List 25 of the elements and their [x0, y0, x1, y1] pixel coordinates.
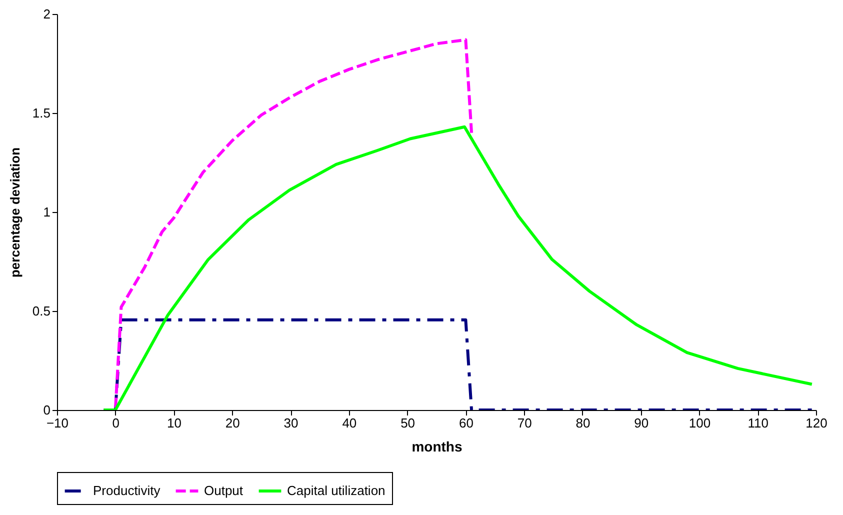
legend-label: Productivity: [93, 483, 161, 498]
x-tick-label: 50: [400, 416, 416, 430]
y-tick-label: 1.5: [32, 106, 50, 120]
legend-label: Output: [204, 483, 244, 498]
x-tick-label: 30: [284, 416, 298, 430]
y-axis-title: percentage deviation: [7, 147, 22, 278]
legend-label: Capital utilization: [287, 483, 386, 498]
x-tick-label: 100: [688, 416, 711, 430]
line-series: [102, 125, 814, 410]
x-tick-label: 70: [517, 416, 532, 430]
y-tick-label: 0.5: [32, 304, 50, 318]
y-tick-label: 1: [43, 204, 50, 220]
x-tick-label: 0: [112, 416, 120, 430]
x-axis-title: months: [412, 438, 462, 454]
y-tick-label: 0: [43, 402, 50, 418]
x-tick-label: 40: [342, 416, 357, 430]
x-tick-label: 10: [167, 416, 182, 430]
x-tick-label: 120: [806, 416, 828, 430]
x-tick-label: 80: [576, 416, 590, 430]
y-tick-label: 2: [43, 6, 50, 22]
x-tick-label: 110: [748, 416, 768, 430]
x-tick-label: 60: [458, 416, 474, 430]
x-tick-label: 90: [634, 416, 649, 430]
x-tick-label: −10: [46, 416, 69, 430]
x-tick-label: 20: [225, 416, 240, 430]
